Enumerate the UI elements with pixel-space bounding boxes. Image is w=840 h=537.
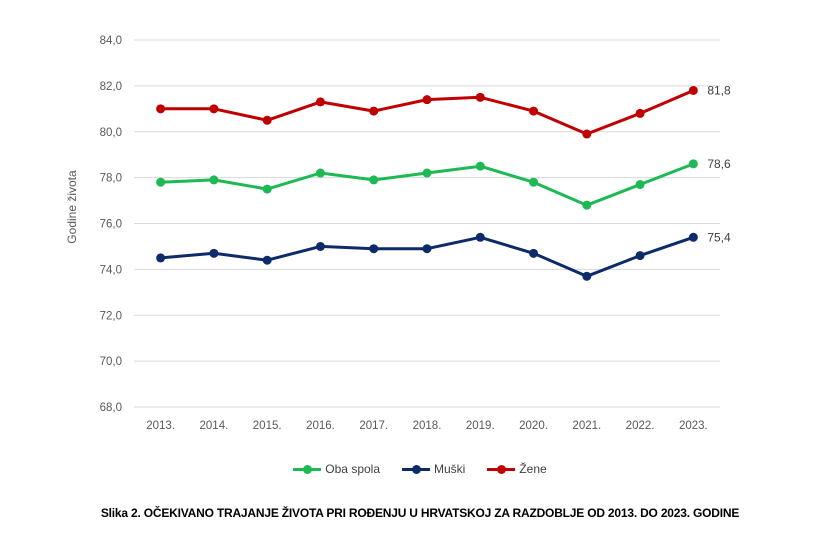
y-tick-label: 82,0: [100, 81, 122, 93]
data-point: [209, 175, 219, 185]
data-point: [209, 104, 219, 114]
data-point: [475, 161, 485, 171]
legend-label: Žene: [519, 462, 547, 476]
data-point: [369, 244, 379, 254]
y-tick-label: 80,0: [100, 127, 122, 139]
line-chart: 68,0 70,0 72,0 74,0 76,0 78,0 80,0 82,0 84,0 201…: [65, 35, 731, 432]
y-tick-label: 68,0: [100, 402, 122, 414]
series-muški: 75,4: [156, 230, 731, 281]
y-axis-label: Godine života: [65, 170, 79, 244]
series-line: [160, 235, 694, 278]
legend-item: Oba spola: [293, 462, 380, 476]
data-label: 81,8: [707, 83, 731, 97]
x-tick-label: 2023.: [679, 420, 708, 432]
series-group: 78,6 75,4 81,8: [156, 83, 731, 281]
data-point: [156, 253, 166, 263]
data-point: [315, 168, 325, 178]
data-point: [475, 232, 485, 242]
data-point: [156, 177, 166, 187]
data-point: [209, 248, 219, 258]
x-tick-label: 2015.: [253, 420, 282, 432]
data-point: [422, 95, 432, 105]
data-point: [582, 200, 592, 210]
legend-item: Žene: [487, 462, 547, 476]
y-tick-label: 84,0: [100, 35, 122, 47]
data-point: [635, 251, 645, 261]
x-tick-label: 2017.: [359, 420, 388, 432]
legend-label: Muški: [434, 462, 466, 476]
figure-caption: Slika 2. OČEKIVANO TRAJANJE ŽIVOTA PRI R…: [100, 506, 740, 520]
legend-swatch: [487, 464, 516, 474]
data-point: [156, 104, 166, 114]
x-axis-ticks: 2013. 2014. 2015. 2016. 2017. 2018. 2019. 2020.…: [146, 420, 708, 432]
data-point: [422, 244, 432, 254]
y-axis-ticks: 68,0 70,0 72,0 74,0 76,0 78,0 80,0 82,0 84,0: [100, 35, 122, 414]
data-point: [688, 159, 698, 169]
data-point: [529, 106, 539, 116]
x-tick-label: 2019.: [466, 420, 495, 432]
legend-swatch: [402, 464, 430, 474]
data-label: 78,6: [707, 157, 731, 171]
x-tick-label: 2022.: [626, 420, 655, 432]
data-point: [475, 92, 485, 102]
y-tick-label: 72,0: [100, 310, 122, 322]
y-tick-label: 70,0: [100, 356, 122, 368]
legend-label: Oba spola: [325, 462, 380, 476]
data-point: [582, 129, 592, 139]
data-label: 75,4: [707, 230, 731, 244]
data-point: [635, 108, 645, 118]
data-point: [369, 175, 379, 185]
y-tick-label: 76,0: [100, 219, 122, 231]
data-point: [422, 168, 432, 178]
x-tick-label: 2021.: [572, 420, 601, 432]
gridlines: [134, 39, 720, 408]
data-point: [529, 248, 539, 258]
data-point: [688, 85, 698, 95]
data-point: [262, 115, 272, 125]
data-point: [582, 271, 592, 281]
x-tick-label: 2014.: [200, 420, 229, 432]
series-žene: 81,8: [156, 83, 731, 139]
data-point: [315, 241, 325, 251]
y-tick-label: 78,0: [100, 173, 122, 185]
data-point: [262, 184, 272, 194]
data-point: [635, 180, 645, 190]
data-point: [262, 255, 272, 265]
series-oba-spola: 78,6: [156, 157, 731, 210]
x-tick-label: 2020.: [519, 420, 548, 432]
data-point: [369, 106, 379, 116]
x-tick-label: 2018.: [413, 420, 442, 432]
data-point: [315, 97, 325, 107]
x-tick-label: 2016.: [306, 420, 335, 432]
legend-swatch: [293, 464, 322, 474]
legend-item: Muški: [402, 462, 465, 476]
y-tick-label: 74,0: [100, 264, 122, 276]
x-tick-label: 2013.: [146, 420, 175, 432]
data-point: [529, 177, 539, 187]
data-point: [688, 232, 698, 242]
legend: Oba spola Muški Žene: [0, 462, 840, 476]
